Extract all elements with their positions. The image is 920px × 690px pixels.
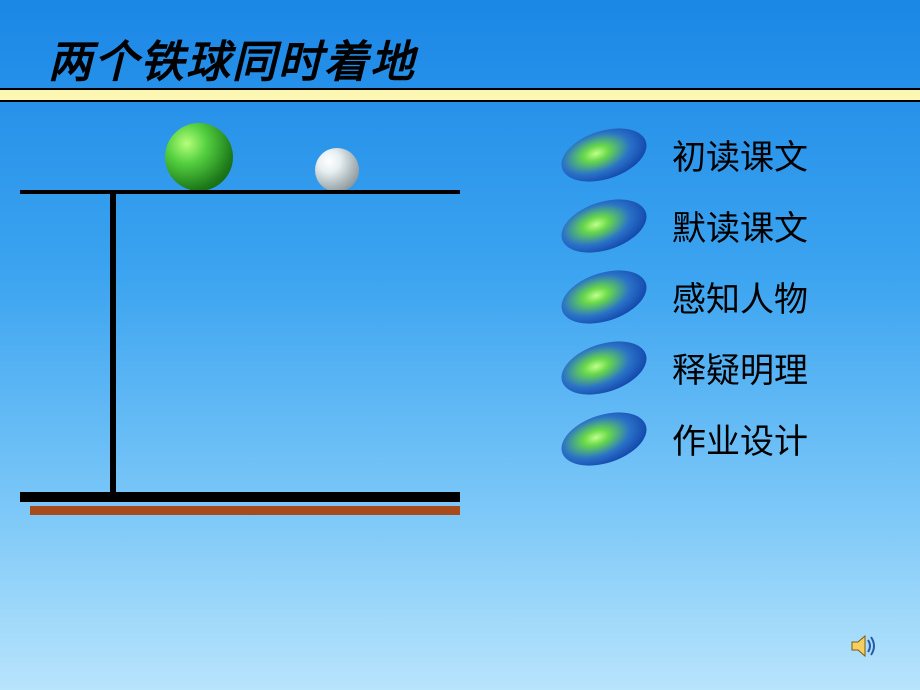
- small-grey-ball: [315, 148, 359, 192]
- balls-diagram: [20, 120, 460, 540]
- menu-label: 作业设计: [672, 414, 808, 463]
- menu-item-silent-reading[interactable]: 默读课文: [560, 201, 808, 250]
- menu-item-homework-design[interactable]: 作业设计: [560, 414, 808, 463]
- slide: 两个铁球同时着地 初读课文 默读课文 感知人物 释疑明理 作业设计: [0, 0, 920, 690]
- platform-bottom-line: [20, 492, 460, 502]
- ellipse-bullet-icon: [555, 331, 654, 404]
- title-underline-bar: [0, 88, 920, 102]
- pillar-line: [110, 190, 116, 492]
- ground-line: [30, 506, 460, 515]
- menu-label: 初读课文: [672, 130, 808, 179]
- ellipse-bullet-icon: [555, 260, 654, 333]
- ellipse-bullet-icon: [555, 189, 654, 262]
- large-green-ball: [165, 123, 233, 191]
- ellipse-bullet-icon: [555, 402, 654, 475]
- menu-label: 默读课文: [672, 201, 808, 250]
- page-title: 两个铁球同时着地: [48, 26, 416, 90]
- sound-icon[interactable]: [850, 632, 878, 660]
- menu-label: 感知人物: [672, 272, 808, 321]
- menu-list: 初读课文 默读课文 感知人物 释疑明理 作业设计: [560, 130, 808, 485]
- menu-item-clarify-reason[interactable]: 释疑明理: [560, 343, 808, 392]
- ellipse-bullet-icon: [555, 118, 654, 191]
- menu-item-initial-reading[interactable]: 初读课文: [560, 130, 808, 179]
- menu-label: 释疑明理: [672, 343, 808, 392]
- platform-top-line: [20, 190, 460, 194]
- menu-item-perceive-character[interactable]: 感知人物: [560, 272, 808, 321]
